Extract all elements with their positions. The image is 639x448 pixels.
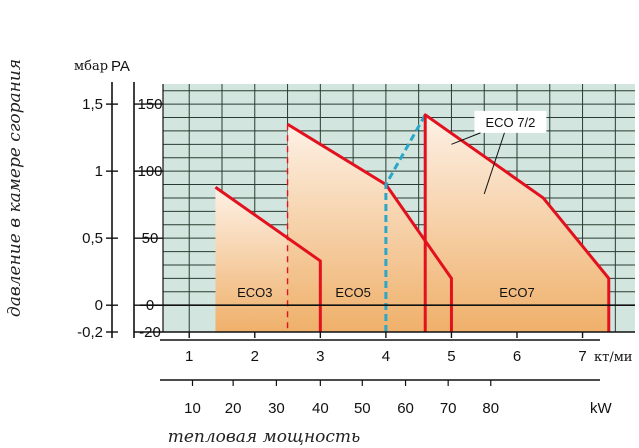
callout: ECO 7/2 (451, 110, 547, 195)
x-tick-label-top: 1 (185, 348, 193, 365)
area-fill-3 (425, 114, 609, 332)
x-tick-label-top: 4 (382, 348, 390, 365)
x-tick-label-bottom: 50 (354, 400, 371, 417)
x-tick-label-top: 6 (513, 348, 521, 365)
region-labels: ECO3 ECO5 ECO7 (237, 285, 535, 300)
capacity-areas (215, 114, 609, 332)
y-tick-label-mbar: 1 (95, 163, 103, 180)
y-tick-label-pa: 50 (142, 230, 159, 247)
y-tick-label-pa: 150 (137, 96, 162, 113)
x-unit-top: кт/ми (594, 350, 632, 365)
x-unit-bottom: kW (590, 400, 613, 417)
series-eco-7-2 (384, 114, 427, 332)
x-tick-label-top: 7 (578, 348, 586, 365)
y-unit-mbar: мбар (74, 59, 108, 74)
callout-label: ECO 7/2 (486, 115, 536, 130)
x-tick-label-bottom: 10 (184, 400, 201, 417)
x-tick-labels: 1 2 3 4 5 6 7 10 20 30 40 50 60 70 80 (184, 332, 587, 417)
y-unit-pa: PA (111, 58, 130, 75)
y-tick-label-mbar: 1,5 (82, 96, 103, 113)
y-tick-labels: 1,5 1 0,5 0 -0,2 150 100 50 0 -20 (77, 96, 163, 341)
x-tick-label-bottom: 20 (225, 400, 242, 417)
x-tick-label-bottom: 40 (312, 400, 329, 417)
callout-leader (451, 132, 481, 145)
region-label: ECO3 (237, 285, 272, 300)
x-tick-label-top: 2 (251, 348, 259, 365)
y-tick-label-mbar: -0,2 (77, 324, 103, 341)
region-label: ECO7 (499, 285, 534, 300)
x-tick-label-bottom: 70 (440, 400, 457, 417)
x-tick-label-bottom: 30 (268, 400, 285, 417)
x-tick-label-bottom: 60 (397, 400, 414, 417)
x-axis-title: тепловая мощность (168, 427, 361, 447)
callout-leader (483, 132, 505, 195)
y-tick-label-mbar: 0,5 (82, 230, 103, 247)
series-eco7 (423, 113, 611, 332)
x-tick-label-bottom: 80 (482, 400, 499, 417)
y-axis-title: давление в камере сгорания (5, 59, 25, 317)
callout-box (474, 110, 547, 133)
y-tick-label-pa: 100 (137, 163, 162, 180)
x-tick-label-top: 3 (316, 348, 324, 365)
area-fill-2 (287, 124, 452, 332)
region-label: ECO5 (335, 285, 370, 300)
x-tick-label-top: 5 (447, 348, 455, 365)
y-tick-label-pa: -20 (139, 324, 161, 341)
series-eco3 (214, 185, 322, 332)
y-tick-label-pa: 0 (146, 297, 154, 314)
y-tick-label-mbar: 0 (95, 297, 103, 314)
